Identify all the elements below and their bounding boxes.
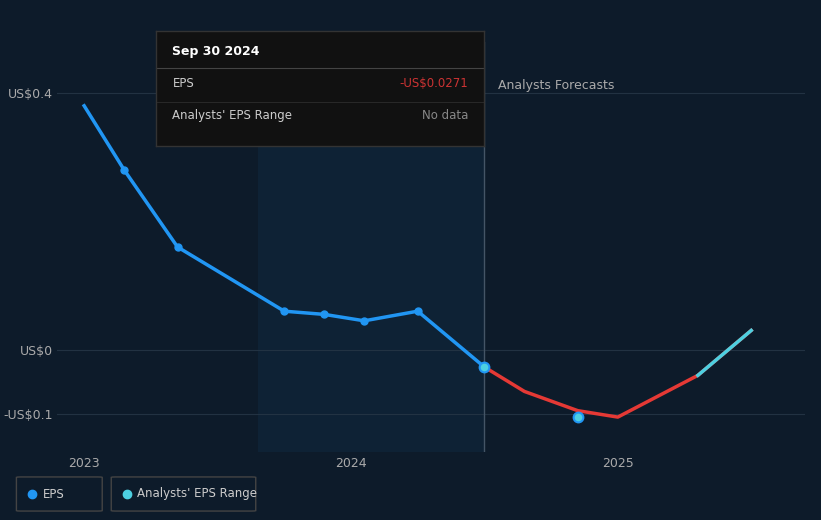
Text: Sep 30 2024: Sep 30 2024: [172, 45, 260, 58]
Text: Analysts Forecasts: Analysts Forecasts: [498, 79, 614, 92]
Text: EPS: EPS: [43, 488, 64, 500]
Text: Analysts' EPS Range: Analysts' EPS Range: [172, 109, 292, 122]
Bar: [258, 42, 484, 452]
Text: EPS: EPS: [172, 77, 194, 90]
Text: Analysts' EPS Range: Analysts' EPS Range: [137, 488, 258, 500]
Text: Actual: Actual: [432, 79, 471, 92]
Text: No data: No data: [422, 109, 468, 122]
Text: -US$0.0271: -US$0.0271: [399, 77, 468, 90]
